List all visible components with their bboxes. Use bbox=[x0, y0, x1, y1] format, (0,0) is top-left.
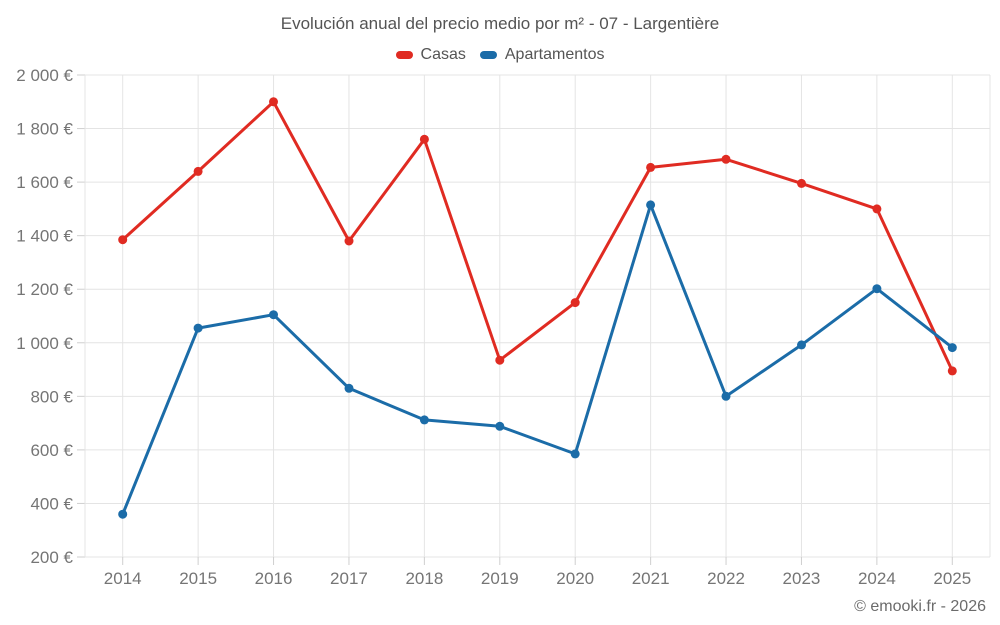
series-line-apartamentos bbox=[121, 203, 954, 516]
data-point-casas-2017[interactable] bbox=[344, 236, 354, 246]
y-axis-tick-label: 1 000 € bbox=[16, 334, 73, 353]
data-point-apartamentos-2018[interactable] bbox=[419, 415, 429, 425]
data-point-casas-2025[interactable] bbox=[947, 366, 957, 376]
data-point-casas-2023[interactable] bbox=[797, 178, 806, 188]
x-axis-tick-label: 2016 bbox=[255, 569, 293, 588]
data-point-casas-2019[interactable] bbox=[495, 355, 505, 365]
y-axis-tick-label: 800 € bbox=[30, 387, 73, 406]
data-point-casas-2021[interactable] bbox=[646, 162, 656, 172]
series-line-casas bbox=[121, 100, 954, 373]
x-axis-tick-label: 2020 bbox=[556, 569, 594, 588]
data-point-apartamentos-2017[interactable] bbox=[344, 383, 354, 393]
data-point-apartamentos-2024[interactable] bbox=[872, 284, 882, 294]
x-axis-tick-label: 2023 bbox=[783, 569, 821, 588]
data-point-apartamentos-2025[interactable] bbox=[947, 343, 957, 353]
data-point-apartamentos-2014[interactable] bbox=[118, 509, 128, 519]
x-axis-tick-label: 2017 bbox=[330, 569, 368, 588]
data-point-apartamentos-2020[interactable] bbox=[570, 449, 580, 459]
x-axis-tick-label: 2022 bbox=[707, 569, 745, 588]
legend-item-apartamentos[interactable]: Apartamentos bbox=[479, 46, 605, 64]
y-axis-tick-label: 1 800 € bbox=[16, 120, 73, 139]
data-point-apartamentos-2019[interactable] bbox=[495, 421, 505, 431]
legend-swatch-icon bbox=[395, 51, 413, 59]
data-point-casas-2022[interactable] bbox=[721, 154, 731, 164]
data-point-apartamentos-2016[interactable] bbox=[269, 310, 278, 320]
y-axis-tick-label: 600 € bbox=[30, 441, 73, 460]
data-point-apartamentos-2015[interactable] bbox=[193, 323, 203, 333]
legend-item-label: Apartamentos bbox=[504, 46, 605, 63]
data-point-casas-2020[interactable] bbox=[570, 298, 580, 308]
x-axis-tick-label: 2019 bbox=[481, 569, 519, 588]
x-axis-tick-label: 2024 bbox=[858, 569, 896, 588]
data-point-casas-2015[interactable] bbox=[193, 166, 203, 176]
data-point-apartamentos-2023[interactable] bbox=[797, 340, 806, 350]
data-point-casas-2014[interactable] bbox=[118, 235, 128, 245]
y-axis-tick-label: 1 600 € bbox=[16, 173, 73, 192]
chart-title: Evolución anual del precio medio por m² … bbox=[280, 14, 720, 33]
y-axis-tick-label: 200 € bbox=[30, 548, 73, 567]
data-point-apartamentos-2021[interactable] bbox=[646, 200, 656, 210]
data-point-casas-2024[interactable] bbox=[872, 204, 882, 214]
y-axis-tick-label: 1 400 € bbox=[16, 227, 73, 246]
legend-item-label: Casas bbox=[420, 46, 466, 63]
y-axis-tick-label: 400 € bbox=[30, 494, 73, 513]
x-axis-tick-label: 2014 bbox=[104, 569, 142, 588]
x-axis-tick-label: 2018 bbox=[405, 569, 443, 588]
x-axis-tick-label: 2025 bbox=[933, 569, 971, 588]
copyright-text: © emooki.fr - 2026 bbox=[854, 598, 986, 615]
x-axis-tick-label: 2015 bbox=[179, 569, 217, 588]
data-point-casas-2018[interactable] bbox=[419, 134, 429, 144]
x-axis-tick-label: 2021 bbox=[632, 569, 670, 588]
y-axis-tick-label: 1 200 € bbox=[16, 280, 73, 299]
y-axis-tick-label: 2 000 € bbox=[16, 66, 73, 85]
data-point-apartamentos-2022[interactable] bbox=[721, 391, 731, 401]
data-point-casas-2016[interactable] bbox=[269, 97, 278, 107]
legend-swatch-icon bbox=[479, 51, 497, 59]
legend-item-casas[interactable]: Casas bbox=[395, 46, 466, 64]
chart-legend: Casas Apartamentos bbox=[0, 46, 1000, 64]
